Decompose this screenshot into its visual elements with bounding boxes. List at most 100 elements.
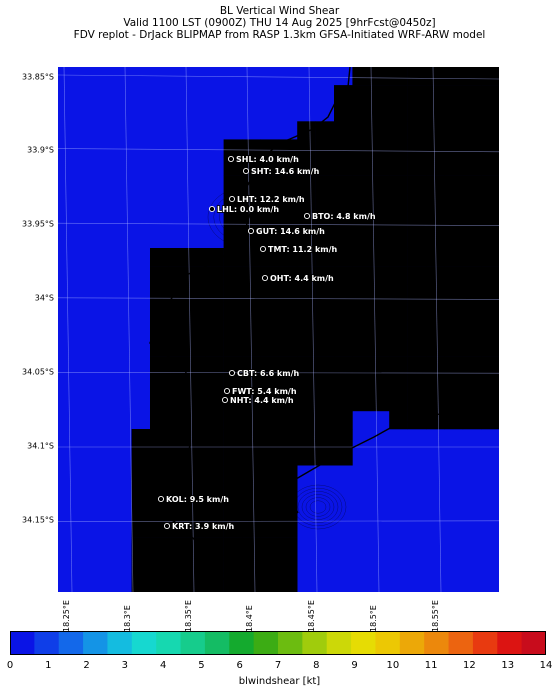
shear-cell — [426, 103, 445, 122]
shear-cell — [150, 374, 169, 394]
colorbar-tick-label: 0 — [6, 660, 14, 671]
station-marker — [163, 522, 171, 530]
shear-cell — [223, 248, 243, 267]
shear-cell — [370, 85, 390, 104]
station-marker — [261, 274, 269, 282]
shear-cell — [260, 483, 280, 502]
contour-line — [245, 422, 291, 452]
contour-line — [196, 555, 220, 579]
contour-line — [212, 374, 244, 400]
shear-cell — [315, 429, 335, 448]
shear-cell — [223, 392, 243, 412]
station-marker — [228, 195, 236, 203]
colorbar-tick-label: 11 — [424, 660, 438, 671]
shear-cell — [168, 338, 188, 357]
shear-cell — [407, 229, 427, 249]
station-label: BTO: 4.8 km/h — [312, 212, 376, 221]
station-label: OHT: 4.4 km/h — [270, 274, 334, 283]
shear-cell — [260, 229, 280, 249]
shear-cell — [260, 211, 280, 231]
longitude-label: 18.45°E — [307, 600, 316, 632]
shear-cell — [131, 465, 151, 484]
shear-cell — [278, 157, 298, 176]
shear-cell — [297, 284, 316, 303]
shear-cell — [352, 103, 372, 122]
contour-line — [293, 487, 343, 527]
shear-cell — [186, 248, 206, 267]
shear-cell — [426, 374, 445, 394]
shear-cell — [186, 410, 206, 430]
shear-cell — [278, 229, 298, 249]
shear-cell — [352, 67, 372, 86]
shear-cell — [186, 356, 206, 375]
latitude-gridline — [58, 372, 499, 374]
shear-cell — [462, 229, 482, 249]
shear-cell — [315, 284, 335, 303]
colorbar-swatch — [229, 631, 255, 655]
shear-cell — [168, 266, 188, 285]
shear-cell — [315, 392, 335, 412]
shear-cell — [352, 266, 372, 285]
shear-cell — [223, 447, 243, 466]
shear-cell — [315, 374, 335, 394]
shear-cell — [186, 338, 206, 357]
shear-cell — [389, 193, 408, 213]
longitude-label: 18.55°E — [431, 600, 440, 632]
shear-cell — [426, 356, 445, 375]
colorbar-swatch — [424, 631, 449, 655]
shear-cell — [150, 248, 169, 267]
shear-cell — [407, 374, 427, 394]
shear-cell — [444, 103, 464, 122]
shear-cell — [278, 302, 298, 321]
shear-cell — [150, 501, 169, 520]
shear-cell — [297, 374, 316, 394]
shear-cell — [168, 356, 188, 375]
shear-cell — [315, 229, 335, 249]
colorbar-tick-label: 4 — [159, 660, 167, 671]
contour-line — [261, 432, 275, 442]
station-marker — [223, 387, 231, 395]
shear-cell — [444, 248, 464, 267]
shear-cell — [407, 157, 427, 176]
station-label: LHL: 0.0 km/h — [217, 205, 279, 214]
shear-cell — [131, 483, 151, 502]
colorbar-tick-label: 10 — [386, 660, 400, 671]
colorbar-tick-label: 1 — [45, 660, 52, 671]
shear-cell — [352, 229, 372, 249]
colorbar-swatch — [448, 631, 474, 655]
shear-cell — [315, 320, 335, 339]
shear-cell — [186, 392, 206, 412]
shear-cell — [150, 338, 169, 357]
shear-cell — [223, 139, 243, 158]
colorbar-swatch — [521, 631, 546, 655]
shear-cell — [242, 248, 261, 267]
shear-cell — [278, 447, 298, 466]
colorbar-tick-label: 2 — [83, 660, 90, 671]
shear-cell — [223, 483, 243, 502]
station-label: NHT: 4.4 km/h — [230, 396, 294, 405]
longitude-gridline — [185, 67, 195, 592]
shear-cell — [150, 465, 169, 484]
colorbar-swatch — [156, 631, 181, 655]
shear-cell — [315, 356, 335, 375]
contour-line — [207, 370, 249, 404]
shear-cell — [205, 537, 224, 556]
shear-cell — [260, 374, 280, 394]
contour-line — [254, 305, 272, 329]
shear-cell — [389, 284, 408, 303]
station-marker — [242, 167, 250, 175]
shear-cell — [242, 519, 261, 538]
shear-cell — [186, 501, 206, 520]
shear-cell — [352, 392, 372, 412]
colorbar-swatch — [326, 631, 352, 655]
shear-cell — [186, 555, 206, 575]
shear-cell — [131, 447, 151, 466]
shear-cell — [278, 374, 298, 394]
shear-cell — [168, 320, 188, 339]
latitude-gridline — [58, 297, 499, 300]
shear-cell — [278, 248, 298, 267]
shear-cell — [223, 537, 243, 556]
colorbar-swatch — [10, 631, 35, 655]
contour-line — [283, 247, 333, 287]
shear-cell — [260, 157, 280, 176]
